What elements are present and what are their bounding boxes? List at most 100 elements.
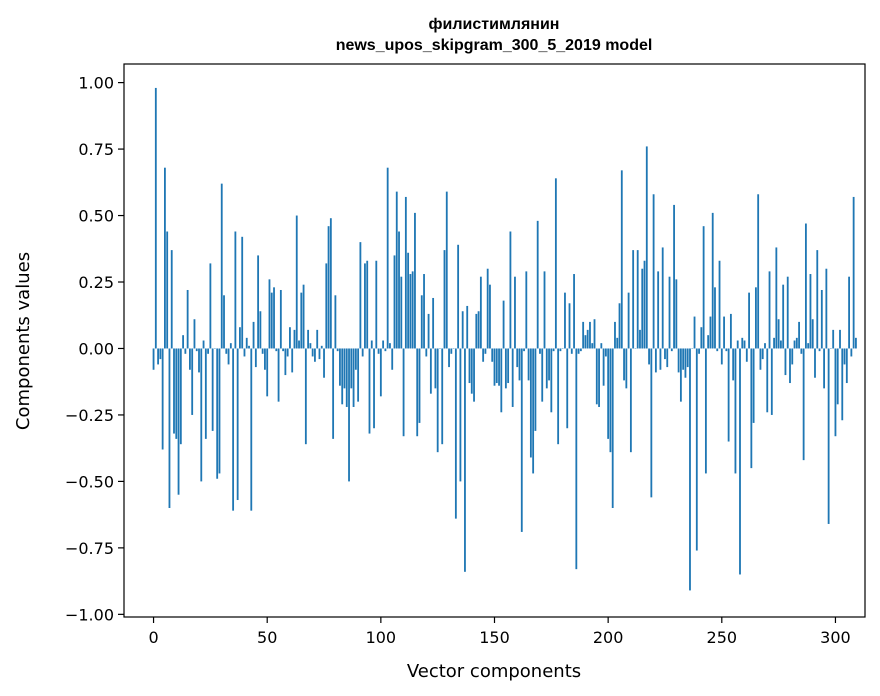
bar (211, 348, 214, 431)
bar (375, 260, 378, 349)
bar (207, 348, 210, 354)
bar (477, 311, 480, 349)
bar (636, 250, 639, 349)
bar (416, 348, 419, 437)
bar (793, 340, 796, 349)
bar (629, 348, 632, 453)
bar (441, 348, 444, 445)
x-tick-label: 250 (707, 628, 738, 647)
bar (716, 348, 719, 352)
bar (609, 348, 612, 453)
bar (607, 348, 610, 439)
bar (448, 348, 450, 368)
bar (689, 348, 691, 591)
y-tick-label: −0.50 (65, 472, 114, 491)
bar (845, 348, 848, 384)
bar (343, 348, 346, 389)
bar (545, 348, 548, 389)
bar (311, 348, 314, 357)
bar (791, 348, 794, 365)
bar (604, 348, 607, 357)
bar (809, 274, 812, 349)
bar (302, 284, 305, 349)
bar (648, 348, 650, 365)
bar (670, 348, 673, 352)
bar (618, 303, 621, 349)
bar (259, 311, 262, 349)
bar (798, 321, 800, 349)
bar (823, 348, 825, 389)
bar (507, 348, 510, 384)
bar (368, 348, 371, 434)
y-tick-label: 0.00 (78, 339, 114, 358)
bar (502, 300, 505, 349)
bar (484, 348, 487, 354)
bar (711, 212, 714, 349)
bar (200, 348, 203, 482)
bar (714, 287, 716, 349)
bar (741, 337, 744, 349)
bar (654, 348, 657, 373)
bar (816, 250, 819, 349)
bar (750, 348, 753, 469)
bar (436, 348, 439, 453)
x-tick-label: 150 (479, 628, 510, 647)
bar (773, 337, 775, 349)
bar (766, 348, 769, 413)
bar (398, 231, 400, 349)
bar (245, 337, 248, 349)
bar (414, 212, 416, 349)
bar (804, 223, 807, 349)
x-tick-label: 0 (148, 628, 158, 647)
bar (682, 348, 685, 370)
bar (593, 319, 596, 349)
bar (539, 348, 541, 354)
bar (407, 252, 410, 349)
x-axis-ticks: 0 50 100 150 200 250 300 (148, 617, 851, 647)
bar (664, 348, 666, 360)
bar (759, 348, 762, 370)
y-tick-label: −0.75 (65, 539, 114, 558)
bar (464, 348, 466, 572)
bar (223, 295, 225, 349)
bar (475, 313, 478, 349)
bar (232, 348, 235, 511)
bar (632, 250, 635, 349)
bar (175, 348, 178, 439)
bar (820, 289, 823, 349)
bar (614, 321, 616, 349)
bar (191, 348, 194, 415)
bar (393, 255, 396, 349)
bar (250, 348, 253, 511)
bar (548, 348, 550, 381)
bar (514, 276, 516, 349)
bar (427, 313, 430, 349)
bar (264, 348, 266, 370)
bar (257, 255, 260, 349)
bar (620, 170, 623, 349)
bar (498, 348, 500, 386)
bar (595, 348, 598, 405)
bar (602, 348, 605, 386)
bar (154, 87, 157, 349)
bar (327, 226, 330, 349)
bar (729, 313, 732, 349)
bar (852, 196, 855, 349)
bar (177, 348, 180, 495)
bar (855, 337, 857, 349)
bar (493, 348, 496, 386)
y-tick-label: 0.25 (78, 273, 114, 292)
bar (418, 348, 421, 423)
bar (341, 348, 344, 405)
bar (373, 348, 375, 429)
bar (504, 348, 507, 389)
bar (579, 348, 582, 352)
bar (745, 348, 748, 362)
bar (677, 348, 680, 373)
bar (686, 348, 689, 368)
bar (527, 348, 530, 381)
bar (377, 348, 380, 354)
bar (286, 348, 289, 357)
bar (166, 231, 169, 349)
bar (536, 220, 539, 349)
